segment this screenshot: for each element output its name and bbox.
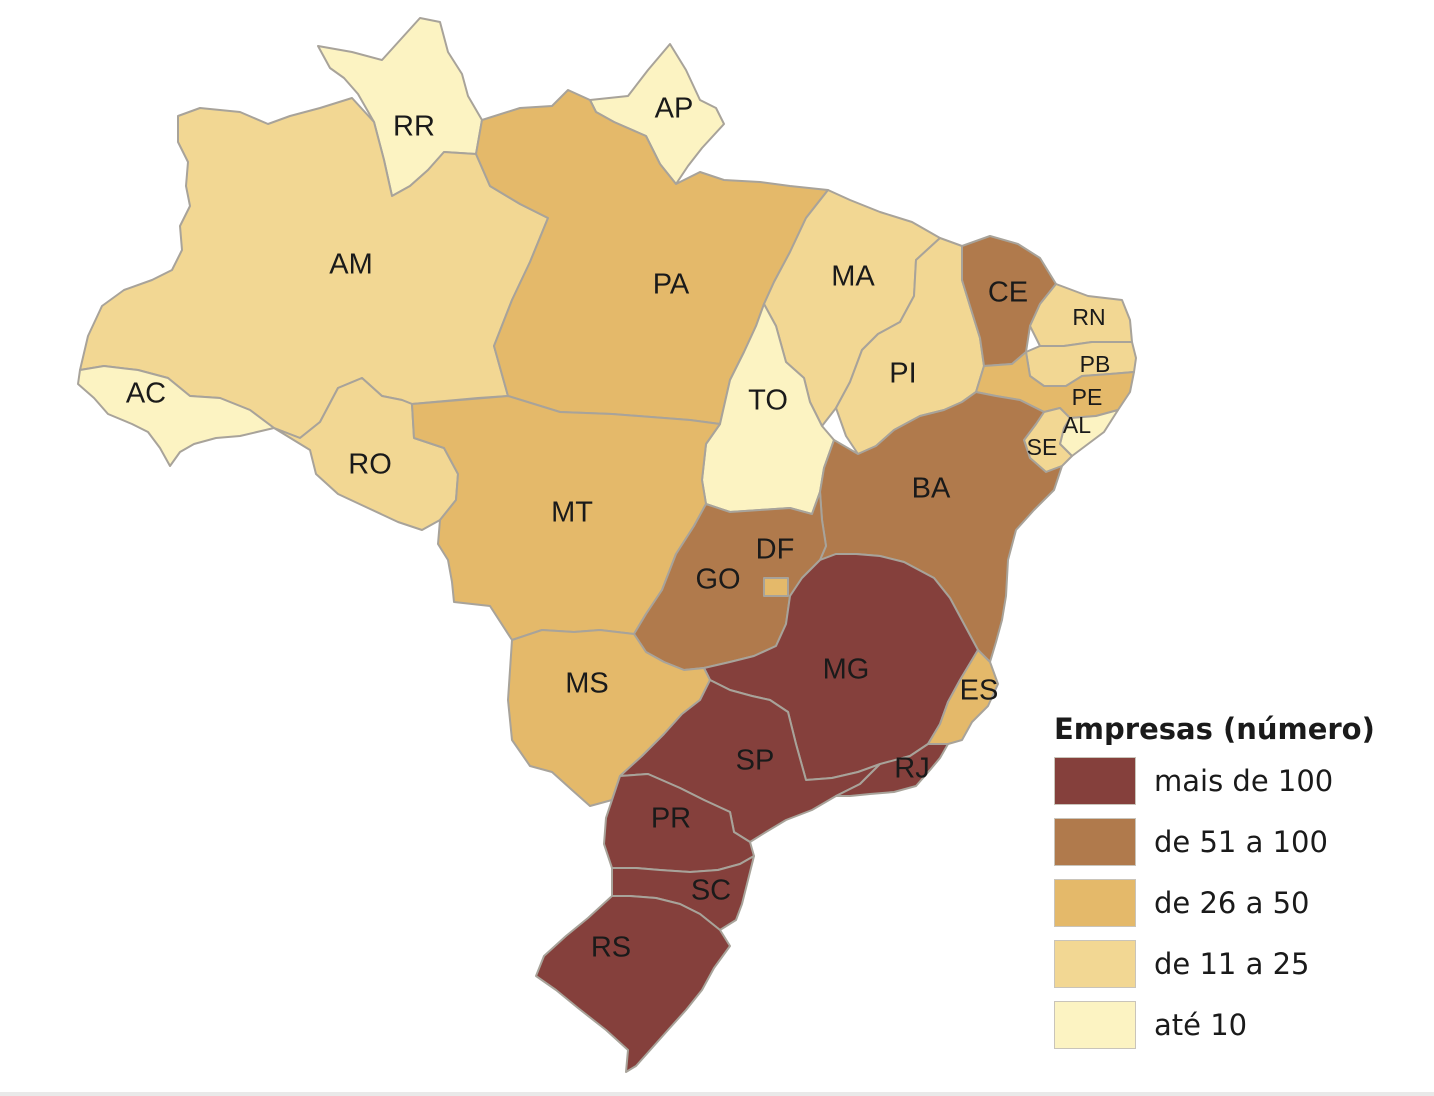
state-label: PR xyxy=(651,803,691,835)
state-AC xyxy=(77,365,275,467)
state-label: MT xyxy=(551,497,593,529)
state-label: RR xyxy=(393,111,435,143)
state-label: RN xyxy=(1072,304,1105,330)
legend-swatch xyxy=(1054,879,1136,927)
state-label: GO xyxy=(695,564,740,596)
state-label: TO xyxy=(748,385,788,417)
map-legend: Empresas (número) mais de 100 de 51 a 10… xyxy=(1054,712,1375,1061)
state-label: PE xyxy=(1072,384,1103,410)
legend-label: mais de 100 xyxy=(1154,764,1334,798)
state-label: PA xyxy=(653,269,690,301)
state-label: AM xyxy=(329,249,373,281)
state-RS xyxy=(535,895,731,1073)
state-label: MS xyxy=(565,668,609,700)
legend-swatch xyxy=(1054,818,1136,866)
state-label: DF xyxy=(756,534,795,566)
state-label: ES xyxy=(960,675,999,707)
state-label: SP xyxy=(736,745,775,777)
legend-label: de 11 a 25 xyxy=(1154,947,1310,981)
state-label: RJ xyxy=(894,753,929,785)
state-label: PI xyxy=(889,358,916,390)
state-label: BA xyxy=(912,473,951,505)
state-label: RO xyxy=(348,449,392,481)
state-RJ xyxy=(835,743,949,797)
state-label: RS xyxy=(591,932,631,964)
state-label: PB xyxy=(1080,351,1111,377)
state-label: MG xyxy=(823,654,870,686)
state-ES xyxy=(927,649,999,745)
legend-item: de 51 a 100 xyxy=(1054,817,1374,867)
legend-swatch xyxy=(1054,940,1136,988)
state-DF xyxy=(763,577,789,597)
state-label: SE xyxy=(1027,434,1058,460)
state-label: AL xyxy=(1063,412,1091,438)
bottom-divider xyxy=(0,1092,1434,1096)
state-CE xyxy=(961,235,1057,367)
state-label: SC xyxy=(691,875,731,907)
legend-item: mais de 100 xyxy=(1054,756,1374,806)
legend-label: até 10 xyxy=(1154,1008,1248,1042)
legend-item: de 11 a 25 xyxy=(1054,939,1374,989)
state-label: AP xyxy=(655,93,694,125)
state-label: MA xyxy=(831,261,875,293)
state-SP xyxy=(619,679,881,843)
state-label: CE xyxy=(988,277,1028,309)
legend-item: até 10 xyxy=(1054,1000,1374,1050)
legend-swatch xyxy=(1054,757,1136,805)
legend-label: de 51 a 100 xyxy=(1154,825,1328,859)
legend-item: de 26 a 50 xyxy=(1054,878,1374,928)
legend-swatch xyxy=(1054,1001,1136,1049)
legend-label: de 26 a 50 xyxy=(1154,886,1310,920)
legend-title: Empresas (número) xyxy=(1054,712,1375,746)
state-label: AC xyxy=(126,378,166,410)
